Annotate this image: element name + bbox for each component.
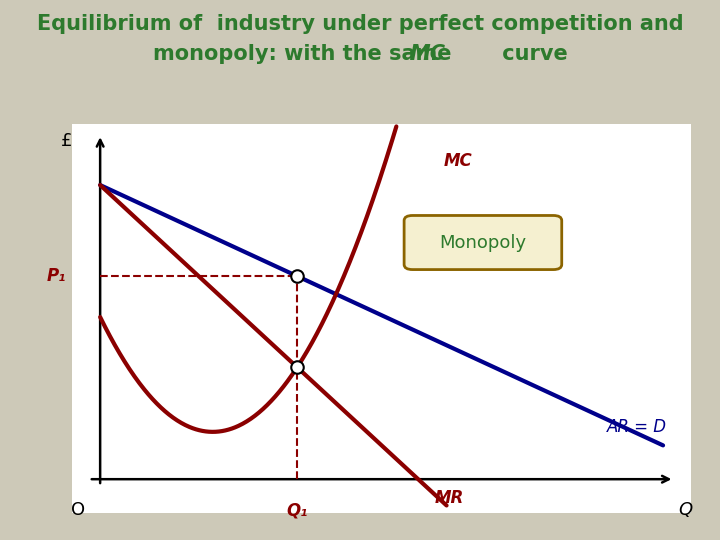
Text: Q₁: Q₁: [287, 501, 308, 519]
Text: P₁: P₁: [47, 267, 66, 285]
Text: MC: MC: [410, 44, 446, 64]
FancyBboxPatch shape: [404, 215, 562, 269]
Text: MR: MR: [435, 489, 464, 507]
Text: £: £: [60, 132, 72, 150]
Text: monopoly: with the same       curve: monopoly: with the same curve: [153, 44, 567, 64]
Text: Q: Q: [678, 501, 693, 519]
Text: Equilibrium of  industry under perfect competition and: Equilibrium of industry under perfect co…: [37, 14, 683, 35]
Text: O: O: [71, 501, 85, 519]
Text: AR = D: AR = D: [607, 418, 667, 436]
Text: MC: MC: [444, 152, 472, 171]
Text: Monopoly: Monopoly: [439, 233, 526, 252]
